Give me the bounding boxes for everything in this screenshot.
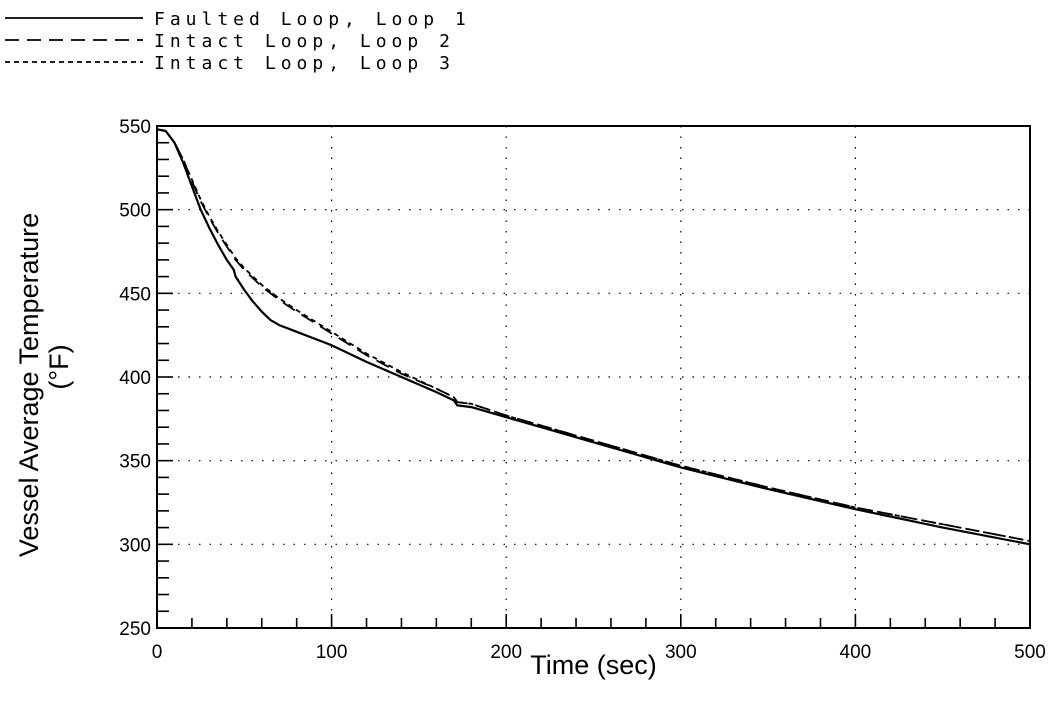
legend-label: Faulted Loop, Loop 1 xyxy=(154,9,471,30)
y-axis-title: Vessel Average Temperature xyxy=(14,213,44,557)
x-tick-label: 0 xyxy=(152,642,163,663)
y-tick-label: 250 xyxy=(119,619,151,640)
x-tick-label: 300 xyxy=(665,642,697,663)
axis-ticks xyxy=(156,125,1031,629)
y-tick-label: 450 xyxy=(119,284,151,305)
series-lines xyxy=(156,128,1031,546)
legend-label: Intact Loop, Loop 2 xyxy=(154,31,455,52)
series-line-3 xyxy=(156,128,1031,542)
tick-labels: 0 100 200 300 400 500 250 300 350 400 450 500 550 xyxy=(119,117,1046,663)
x-tick-label: 100 xyxy=(316,642,348,663)
legend-label: Intact Loop, Loop 3 xyxy=(154,53,455,74)
x-axis-title: Time (sec) xyxy=(530,650,657,680)
x-tick-label: 400 xyxy=(840,642,872,663)
plot-frame xyxy=(156,125,1031,629)
x-tick-label: 500 xyxy=(1014,642,1046,663)
y-tick-label: 350 xyxy=(119,452,151,473)
y-tick-label: 400 xyxy=(119,368,151,389)
y-tick-label: 300 xyxy=(119,535,151,556)
y-tick-label: 550 xyxy=(119,117,151,138)
y-tick-label: 500 xyxy=(119,201,151,222)
x-tick-label: 200 xyxy=(490,642,522,663)
series-line-1 xyxy=(156,128,1031,546)
y-axis-unit: (°F) xyxy=(44,344,74,389)
grid xyxy=(157,126,1030,628)
series-line-2 xyxy=(156,128,1031,542)
